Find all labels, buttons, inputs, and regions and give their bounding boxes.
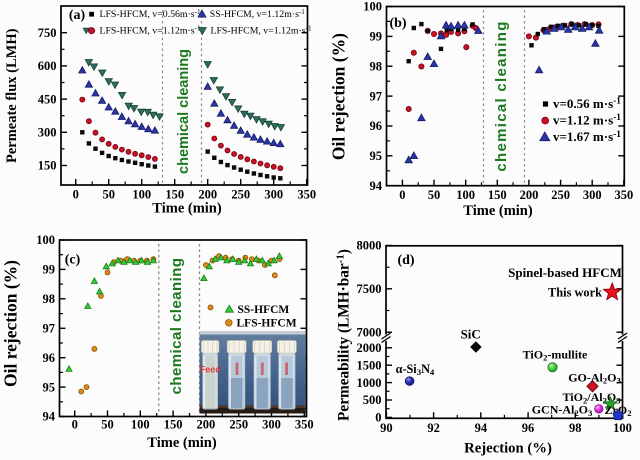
svg-text:200: 200 bbox=[197, 418, 216, 432]
svg-text:SS-HFCM: SS-HFCM bbox=[238, 304, 290, 316]
svg-text:Time (min): Time (min) bbox=[152, 201, 222, 217]
svg-text:LFS-HFCM, v=1.12m·s-1​: LFS-HFCM, v=1.12m·s-1​ bbox=[100, 24, 201, 36]
svg-text:Time (min): Time (min) bbox=[147, 435, 217, 451]
svg-text:50: 50 bbox=[428, 188, 441, 202]
svg-text:Feed: Feed bbox=[200, 365, 221, 375]
svg-text:750: 750 bbox=[38, 26, 57, 40]
svg-text:200: 200 bbox=[520, 188, 539, 202]
svg-text:0: 0 bbox=[72, 418, 78, 432]
svg-text:chemical cleaning: chemical cleaning bbox=[493, 20, 510, 171]
svg-text:150: 150 bbox=[488, 188, 507, 202]
svg-text:2000: 2000 bbox=[357, 341, 382, 355]
svg-text:SS-HFCM, v=1.12m·s-1​: SS-HFCM, v=1.12m·s-1​ bbox=[210, 8, 305, 20]
svg-text:(a): (a) bbox=[69, 8, 86, 23]
svg-text:LFS-HFCM, v=0.56m·s-1​: LFS-HFCM, v=0.56m·s-1​ bbox=[100, 8, 201, 20]
svg-text:300: 300 bbox=[38, 126, 57, 140]
svg-text:90: 90 bbox=[380, 421, 393, 435]
svg-text:(d): (d) bbox=[397, 253, 414, 268]
svg-text:250: 250 bbox=[551, 188, 570, 202]
svg-text:TiO2​-mullite: TiO2​-mullite bbox=[523, 347, 588, 362]
svg-text:250: 250 bbox=[231, 188, 250, 202]
svg-text:LFS-HFCM, v=1.12m·s-1​: LFS-HFCM, v=1.12m·s-1​ bbox=[211, 24, 312, 36]
svg-text:96: 96 bbox=[43, 351, 56, 365]
svg-text:50: 50 bbox=[101, 418, 114, 432]
svg-text:350: 350 bbox=[614, 188, 633, 202]
svg-text:TiO2​/Al2​O3​: TiO2​/Al2​O3​ bbox=[562, 390, 620, 405]
svg-text:94: 94 bbox=[370, 179, 383, 193]
svg-text:Spinel-based HFCM: Spinel-based HFCM bbox=[508, 265, 622, 280]
svg-text:100: 100 bbox=[363, 0, 382, 14]
svg-text:99: 99 bbox=[43, 263, 56, 277]
svg-text:150: 150 bbox=[38, 159, 57, 173]
svg-text:98: 98 bbox=[43, 292, 56, 306]
svg-text:1000: 1000 bbox=[357, 376, 382, 390]
svg-text:Permeability (LMH·bar-1​): Permeability (LMH·bar-1​) bbox=[335, 249, 353, 421]
svg-text:Oil rejection (%): Oil rejection (%) bbox=[329, 33, 349, 160]
svg-text:(b): (b) bbox=[389, 16, 406, 31]
svg-text:7500: 7500 bbox=[357, 282, 382, 296]
svg-text:0: 0 bbox=[399, 188, 405, 202]
svg-text:SiC: SiC bbox=[461, 326, 481, 341]
svg-text:α-Si3​N4​: α-Si3​N4​ bbox=[396, 362, 435, 377]
svg-text:GO-Al2​O3​: GO-Al2​O3​ bbox=[568, 370, 621, 385]
svg-text:300: 300 bbox=[262, 418, 281, 432]
svg-text:Oil rejection (%): Oil rejection (%) bbox=[1, 260, 21, 387]
svg-text:1500: 1500 bbox=[357, 358, 382, 372]
svg-text:chemical cleaning: chemical cleaning bbox=[176, 49, 192, 174]
svg-text:Rejection (%): Rejection (%) bbox=[464, 441, 552, 457]
svg-text:7000: 7000 bbox=[357, 325, 382, 339]
svg-text:95: 95 bbox=[370, 149, 383, 163]
svg-text:GCN-Al2​O3​: GCN-Al2​O3​ bbox=[532, 403, 593, 418]
svg-text:450: 450 bbox=[38, 92, 57, 106]
svg-text:94: 94 bbox=[475, 421, 488, 435]
svg-text:98: 98 bbox=[569, 421, 582, 435]
svg-text:98: 98 bbox=[370, 59, 383, 73]
svg-text:350: 350 bbox=[295, 418, 314, 432]
svg-text:100: 100 bbox=[456, 188, 475, 202]
svg-text:200: 200 bbox=[198, 188, 217, 202]
svg-text:300: 300 bbox=[264, 188, 283, 202]
svg-text:97: 97 bbox=[43, 321, 56, 335]
svg-text:100: 100 bbox=[131, 418, 150, 432]
svg-text:150: 150 bbox=[165, 188, 184, 202]
svg-text:100: 100 bbox=[36, 233, 55, 247]
svg-text:v=1.67 m·s-1​: v=1.67 m·s-1​ bbox=[553, 129, 621, 144]
svg-text:150: 150 bbox=[164, 418, 183, 432]
svg-text:96: 96 bbox=[370, 119, 383, 133]
svg-text:500: 500 bbox=[363, 393, 382, 407]
svg-text:99: 99 bbox=[370, 30, 383, 44]
svg-text:Permeate flux (LMH): Permeate flux (LMH) bbox=[4, 28, 20, 163]
svg-text:v=0.56 m·s-1​: v=0.56 m·s-1​ bbox=[553, 96, 621, 111]
svg-text:250: 250 bbox=[229, 418, 248, 432]
svg-text:v=1.12 m·s-1​: v=1.12 m·s-1​ bbox=[553, 112, 621, 127]
svg-text:This work: This work bbox=[548, 286, 602, 300]
svg-text:94: 94 bbox=[43, 410, 56, 424]
svg-text:50: 50 bbox=[102, 188, 115, 202]
svg-text:0: 0 bbox=[73, 188, 79, 202]
svg-text:0: 0 bbox=[375, 411, 381, 425]
svg-text:100: 100 bbox=[132, 188, 151, 202]
svg-text:95: 95 bbox=[43, 380, 56, 394]
svg-text:92: 92 bbox=[427, 421, 440, 435]
svg-text:97: 97 bbox=[370, 89, 383, 103]
svg-text:96: 96 bbox=[522, 421, 535, 435]
svg-text:(c): (c) bbox=[65, 253, 81, 268]
svg-text:Time (min): Time (min) bbox=[463, 203, 533, 219]
svg-text:600: 600 bbox=[38, 59, 57, 73]
svg-text:LFS-HFCM: LFS-HFCM bbox=[237, 318, 297, 330]
svg-text:chemical cleaning: chemical cleaning bbox=[168, 258, 185, 395]
svg-text:100: 100 bbox=[613, 421, 632, 435]
svg-text:8000: 8000 bbox=[357, 239, 382, 253]
svg-text:300: 300 bbox=[583, 188, 602, 202]
svg-text:350: 350 bbox=[297, 188, 316, 202]
